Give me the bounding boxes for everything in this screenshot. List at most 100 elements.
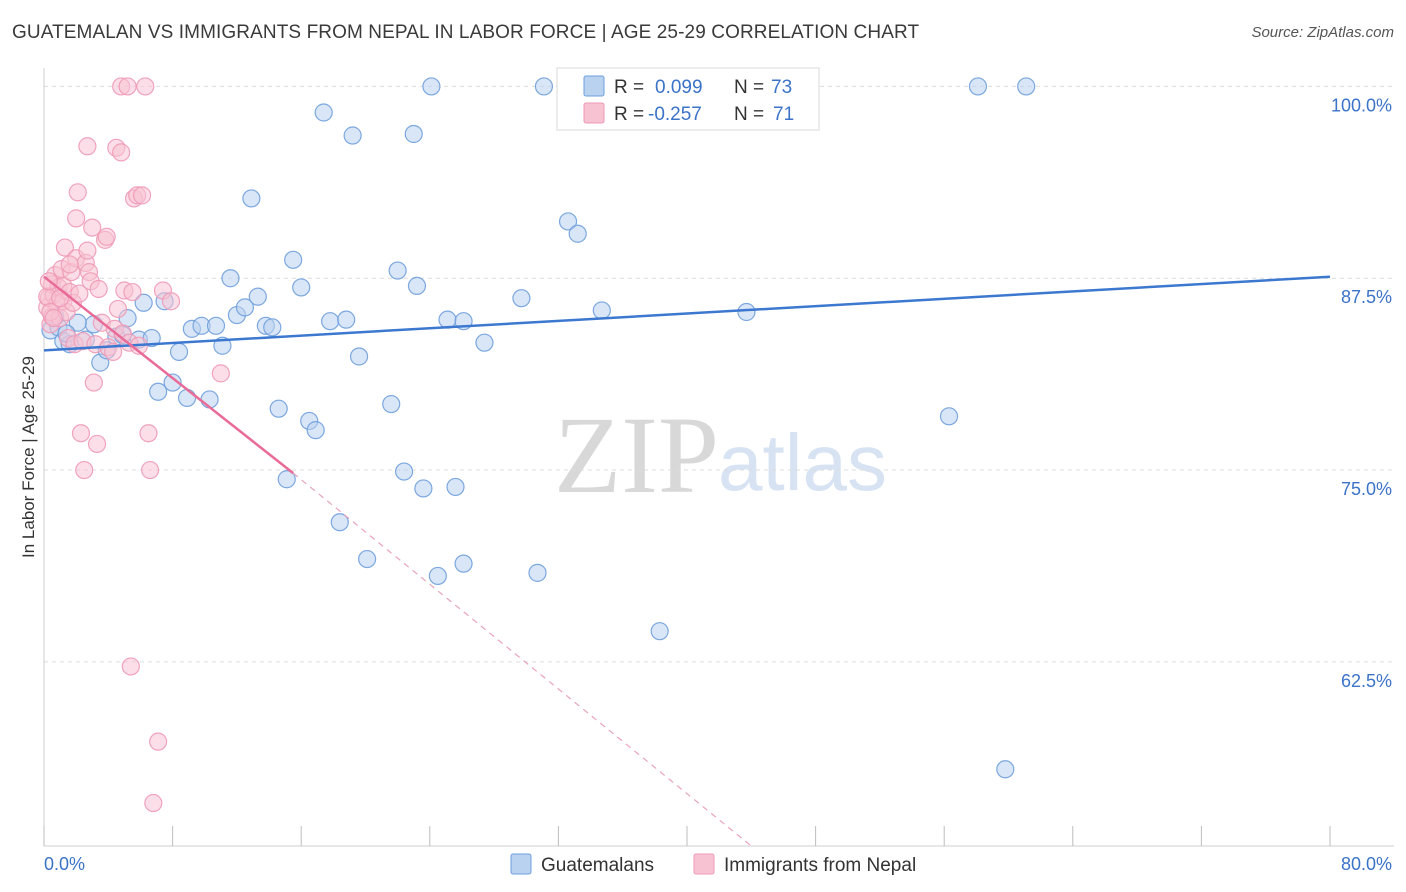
guatemalans-point[interactable] — [330, 513, 349, 532]
guatemalans-point[interactable] — [263, 318, 282, 337]
nepal-point[interactable] — [68, 183, 87, 202]
nepal-point[interactable] — [144, 793, 163, 813]
series-legend: Guatemalans Immigrants from Nepal — [510, 853, 916, 876]
nepal-point[interactable] — [50, 289, 70, 308]
guatemalans-point[interactable] — [454, 554, 473, 573]
guatemalans-point[interactable] — [1017, 77, 1036, 96]
guatemalans-point[interactable] — [68, 313, 87, 332]
guatemalans-point[interactable] — [206, 316, 226, 335]
guatemalans-point[interactable] — [337, 310, 356, 329]
nepal-point[interactable] — [89, 279, 108, 299]
x-axis-ticks — [43, 826, 1331, 846]
guatemalans-point[interactable] — [169, 342, 189, 361]
guatemalans-point[interactable] — [277, 470, 296, 489]
guatemalans-point[interactable] — [242, 189, 261, 208]
nepal-point[interactable] — [83, 218, 102, 237]
nepal-point[interactable] — [67, 209, 86, 228]
nepal-point[interactable] — [55, 238, 74, 257]
guatemalans-point[interactable] — [414, 479, 433, 498]
guatemalans-point[interactable] — [438, 310, 457, 329]
guatemalans-point[interactable] — [534, 77, 554, 96]
legend-guatemalans-swatch[interactable] — [510, 853, 532, 875]
guatemalans-point[interactable] — [446, 477, 465, 497]
chart-title: GUATEMALAN VS IMMIGRANTS FROM NEPAL IN L… — [12, 22, 920, 43]
source-credit[interactable]: Source: ZipAtlas.com — [1251, 24, 1394, 41]
nepal-point[interactable] — [112, 143, 131, 162]
y-axis-title: In Labor Force | Age 25-29 — [19, 356, 38, 558]
guatemalans-point[interactable] — [996, 760, 1015, 779]
nepal-point[interactable] — [108, 299, 128, 319]
guatemalans-point[interactable] — [428, 566, 447, 586]
guatemalans-point[interactable] — [248, 287, 267, 306]
nepal-point[interactable] — [211, 364, 230, 383]
trend-lines — [43, 275, 1331, 847]
guatemalans-point[interactable] — [394, 462, 414, 481]
legend-n-label-blue: N = — [734, 77, 764, 98]
nepal-point[interactable] — [44, 309, 63, 328]
guatemalans-point[interactable] — [321, 312, 340, 331]
guatemalans-point[interactable] — [568, 224, 587, 243]
nepal-point[interactable] — [136, 77, 155, 96]
nepal-point[interactable] — [87, 434, 107, 454]
nepal-trend-line — [43, 275, 294, 475]
nepal-point[interactable] — [71, 424, 91, 443]
guatemalans-point[interactable] — [358, 549, 377, 569]
guatemalans-point[interactable] — [200, 390, 219, 409]
nepal-point[interactable] — [118, 77, 137, 96]
guatemalans-point[interactable] — [512, 289, 531, 308]
legend-swatch-pink — [583, 102, 605, 124]
guatemalans-point[interactable] — [650, 622, 669, 641]
guatemalans-point[interactable] — [407, 276, 427, 296]
nepal-point[interactable] — [139, 424, 158, 443]
guatemalans-point[interactable] — [382, 394, 401, 414]
gridlines — [44, 85, 1394, 663]
nepal-point[interactable] — [161, 292, 181, 311]
legend-n-label-pink: N = — [734, 104, 764, 125]
guatemalans-point[interactable] — [306, 421, 325, 440]
guatemalans-point[interactable] — [177, 388, 197, 408]
legend-nepal-label[interactable]: Immigrants from Nepal — [724, 855, 916, 876]
guatemalans-point[interactable] — [314, 103, 333, 122]
guatemalans-point[interactable] — [284, 250, 303, 269]
legend-nepal-swatch[interactable] — [693, 853, 715, 875]
guatemalans-point[interactable] — [939, 407, 959, 426]
guatemalans-point[interactable] — [134, 293, 153, 312]
guatemalans-point[interactable] — [221, 269, 240, 288]
guatemalans-point[interactable] — [269, 399, 288, 418]
y-axis-tick-labels: 100.0% 87.5% 75.0% 62.5% — [1331, 95, 1392, 690]
axes — [43, 68, 1394, 847]
guatemalans-point[interactable] — [404, 124, 423, 144]
nepal-point[interactable] — [140, 460, 160, 480]
guatemalans-point[interactable] — [475, 333, 494, 352]
guatemalans-point[interactable] — [422, 77, 441, 96]
nepal-point[interactable] — [78, 137, 97, 156]
nepal-point[interactable] — [70, 284, 89, 303]
guatemalans-point[interactable] — [292, 278, 311, 297]
nepal-point[interactable] — [60, 255, 79, 274]
nepal-point[interactable] — [84, 373, 103, 392]
nepal-point[interactable] — [121, 657, 140, 676]
nepal-point[interactable] — [75, 460, 94, 480]
nepal-point[interactable] — [123, 282, 142, 302]
guatemalans-point[interactable] — [592, 301, 611, 320]
nepal-point[interactable] — [149, 732, 168, 751]
guatemalans-point[interactable] — [558, 212, 578, 231]
y-tick-label-3: 62.5% — [1341, 671, 1392, 691]
guatemalans-point[interactable] — [388, 261, 407, 280]
x-tick-label-min: 0.0% — [44, 854, 85, 874]
legend-n-value-blue: 73 — [771, 77, 792, 98]
guatemalans-point[interactable] — [163, 373, 182, 392]
guatemalans-point[interactable] — [235, 298, 255, 317]
guatemalans-point[interactable] — [968, 77, 988, 96]
guatemalans-point[interactable] — [737, 302, 756, 322]
y-tick-label-1: 87.5% — [1341, 287, 1392, 307]
guatemalans-point[interactable] — [349, 347, 369, 366]
nepal-point[interactable] — [132, 186, 152, 205]
guatemalans-point[interactable] — [528, 563, 547, 582]
nepal-point[interactable] — [97, 227, 116, 246]
guatemalans-point[interactable] — [149, 382, 168, 401]
series-nepal-points — [38, 77, 230, 813]
guatemalans-point[interactable] — [343, 126, 362, 145]
nepal-point[interactable] — [78, 241, 97, 260]
legend-guatemalans-label[interactable]: Guatemalans — [541, 855, 654, 876]
